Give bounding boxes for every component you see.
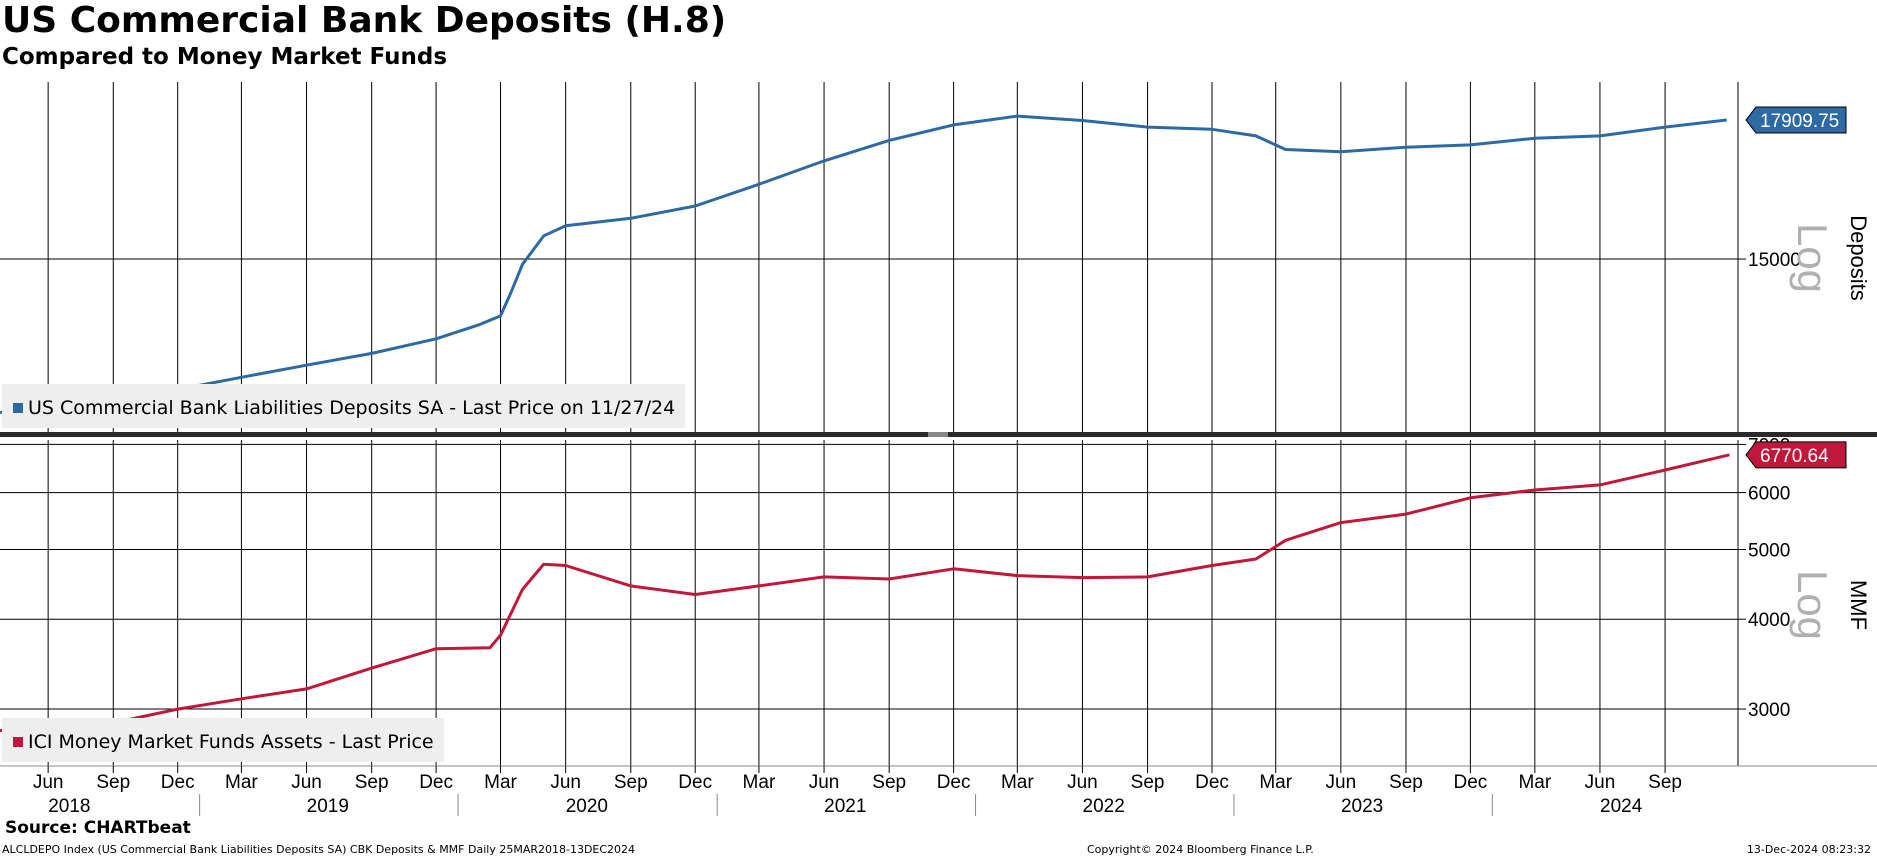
- deposits-log-label: Log: [1789, 223, 1836, 293]
- chart-subtitle: Compared to Money Market Funds: [2, 44, 448, 70]
- x-month-label: Mar: [743, 772, 776, 793]
- deposits-last-value-text: 17909.75: [1760, 111, 1839, 132]
- deposits-legend-text: US Commercial Bank Liabilities Deposits …: [28, 397, 675, 419]
- footer-timestamp: 13-Dec-2024 08:23:32: [1746, 843, 1871, 856]
- mmf-ytick-label: 4000: [1748, 610, 1790, 631]
- x-year-label: 2020: [566, 796, 608, 817]
- footer-copyright: Copyright© 2024 Bloomberg Finance L.P.: [1087, 843, 1314, 856]
- x-month-label: Jun: [1067, 772, 1098, 793]
- mmf-axis-title: MMF: [1846, 580, 1871, 630]
- deposits-axis-title: Deposits: [1846, 215, 1871, 301]
- x-month-label: Dec: [678, 772, 712, 793]
- chart-title: US Commercial Bank Deposits (H.8): [2, 0, 727, 41]
- x-month-label: Mar: [1001, 772, 1034, 793]
- mmf-ytick-label: 3000: [1748, 700, 1790, 721]
- deposits-last-value-tag: [1745, 106, 1847, 134]
- x-year-label: 2018: [48, 796, 90, 817]
- x-month-label: Mar: [1518, 772, 1551, 793]
- x-month-label: Jun: [33, 772, 64, 793]
- deposits-ytick-label: 15000: [1748, 250, 1801, 271]
- x-month-label: Jun: [291, 772, 322, 793]
- deposits-legend-box: [2, 384, 685, 428]
- x-month-label: Sep: [614, 772, 648, 793]
- x-month-label: Jun: [809, 772, 840, 793]
- mmf-ytick-label: 5000: [1748, 541, 1790, 562]
- mmf-ytick-label: 6000: [1748, 484, 1790, 505]
- footer-description: ALCLDEPO Index (US Commercial Bank Liabi…: [2, 843, 636, 856]
- x-month-label: Sep: [1389, 772, 1423, 793]
- mmf-log-label: Log: [1789, 570, 1836, 640]
- mmf-legend-swatch: [13, 737, 23, 747]
- x-month-label: Dec: [161, 772, 195, 793]
- mmf-legend-box: [2, 718, 444, 762]
- x-month-label: Mar: [225, 772, 258, 793]
- mmf-series-line: [0, 453, 1730, 733]
- x-month-label: Dec: [1453, 772, 1487, 793]
- x-month-label: Jun: [550, 772, 581, 793]
- mmf-last-value-text: 6770.64: [1760, 446, 1829, 467]
- x-month-label: Dec: [419, 772, 453, 793]
- x-year-label: 2021: [824, 796, 866, 817]
- x-month-label: Sep: [96, 772, 130, 793]
- x-year-label: 2023: [1341, 796, 1383, 817]
- x-month-label: Jun: [1326, 772, 1357, 793]
- x-month-label: Dec: [937, 772, 971, 793]
- x-month-label: Jun: [1585, 772, 1616, 793]
- x-year-label: 2019: [307, 796, 349, 817]
- x-month-label: Sep: [355, 772, 389, 793]
- x-month-label: Dec: [1195, 772, 1229, 793]
- mmf-last-value-tag: [1745, 441, 1847, 469]
- mmf-legend-text: ICI Money Market Funds Assets - Last Pri…: [28, 731, 434, 753]
- x-month-label: Sep: [872, 772, 906, 793]
- x-month-label: Sep: [1648, 772, 1682, 793]
- source-label: Source: CHARTbeat: [5, 818, 191, 838]
- x-month-label: Mar: [484, 772, 517, 793]
- x-year-label: 2022: [1083, 796, 1125, 817]
- x-month-label: Mar: [1259, 772, 1292, 793]
- deposits-legend-swatch: [13, 403, 23, 413]
- panel-resize-handle: [928, 432, 948, 437]
- x-year-label: 2024: [1600, 796, 1643, 817]
- deposits-series-line: [0, 114, 1727, 415]
- x-month-label: Sep: [1131, 772, 1165, 793]
